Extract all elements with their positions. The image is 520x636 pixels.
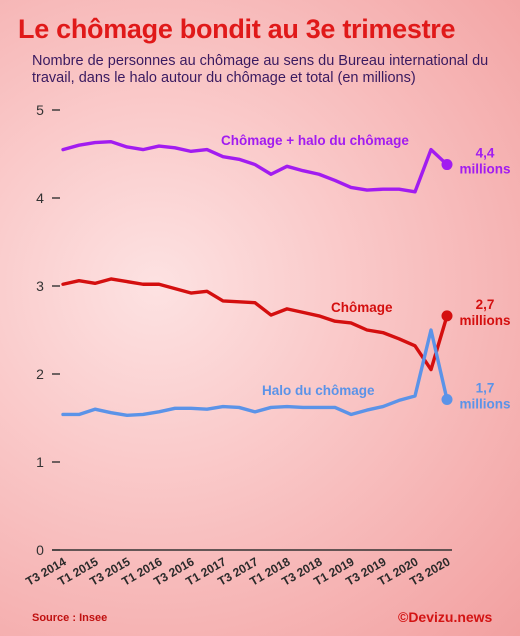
source-note: Source : Insee (32, 612, 108, 624)
end-value-label-total: 4,4 (476, 146, 495, 161)
y-tick-label: 0 (36, 542, 44, 558)
y-tick-label: 5 (36, 102, 44, 118)
series-label-chomage: Chômage (331, 300, 393, 315)
series-line-chomage (61, 277, 449, 372)
end-value-label-total: millions (459, 162, 510, 177)
y-tick-label: 4 (36, 190, 44, 206)
data-point-total (441, 159, 453, 171)
chart-plot-area (61, 139, 453, 418)
chart-title: Le chômage bondit au 3e trimestre (18, 14, 456, 44)
end-value-label-chomage: millions (459, 313, 510, 328)
end-value-label-halo: millions (459, 397, 510, 412)
credit-logo: ©Devizu.news (398, 609, 493, 625)
y-tick-label: 2 (36, 366, 44, 382)
series-label-total: Chômage + halo du chômage (221, 133, 409, 148)
series-line-halo (61, 328, 449, 418)
data-point-halo (441, 394, 453, 406)
y-tick-label: 1 (36, 454, 44, 470)
data-point-chomage (441, 310, 453, 322)
series-line-total (61, 139, 449, 194)
chart-subtitle: Nombre de personnes au chômage au sens d… (32, 53, 489, 86)
end-value-label-chomage: 2,7 (476, 297, 495, 312)
series-labels: Chômage + halo du chômage Chômage Halo d… (221, 133, 511, 412)
y-tick-label: 3 (36, 278, 44, 294)
series-label-halo: Halo du chômage (262, 383, 375, 398)
end-value-label-halo: 1,7 (476, 381, 495, 396)
